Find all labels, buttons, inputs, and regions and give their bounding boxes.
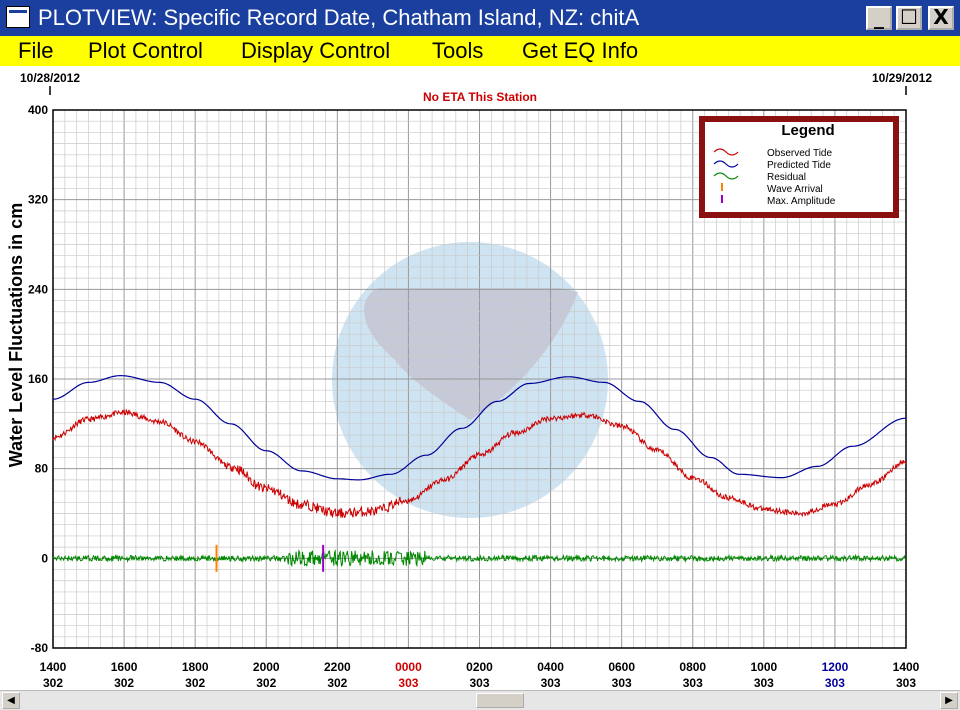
residual-line — [52, 548, 907, 568]
tide-plot: 10/28/2012 10/29/2012 No ETA This Statio… — [6, 71, 932, 690]
y-tick-label: 0 — [41, 551, 48, 565]
legend-panel — [705, 122, 893, 212]
x-tick-day-label: 302 — [43, 676, 63, 690]
x-tick-time-label: 0400 — [537, 660, 564, 674]
y-tick-label: 240 — [28, 282, 48, 296]
x-tick-time-label: 1000 — [750, 660, 777, 674]
menu-tools[interactable]: Tools — [432, 38, 484, 63]
x-tick-day-label: 302 — [256, 676, 276, 690]
y-axis-label: Water Level Fluctuations in cm — [6, 203, 26, 467]
menu-bar: File Plot Control Display Control Tools … — [0, 36, 960, 66]
x-tick-time-label: 1200 — [822, 660, 849, 674]
end-date-label: 10/29/2012 — [872, 71, 932, 85]
menu-display-control[interactable]: Display Control — [241, 38, 391, 63]
start-date-label: 10/28/2012 — [20, 71, 80, 85]
x-tick-day-label: 303 — [896, 676, 916, 690]
y-tick-label: 160 — [28, 372, 48, 386]
legend-item-label: Residual — [767, 172, 806, 183]
x-tick-labels: 1400 302 1600 302 1800 302 2000 302 2200 302 0000 3… — [40, 660, 920, 690]
event-markers — [215, 544, 325, 572]
x-tick-time-label: 2200 — [324, 660, 351, 674]
app-window-icon[interactable] — [6, 6, 30, 28]
x-tick-day-label: 303 — [754, 676, 774, 690]
x-tick-time-label: 2000 — [253, 660, 280, 674]
x-tick-day-label: 303 — [825, 676, 845, 690]
x-tick-day-label: 303 — [398, 676, 418, 690]
x-tick-time-label: 0000 — [395, 660, 422, 674]
y-tick-label: 400 — [28, 103, 48, 117]
x-tick-day-label: 303 — [612, 676, 632, 690]
predicted-tide-line — [52, 374, 907, 481]
x-tick-day-label: 302 — [327, 676, 347, 690]
scroll-right-icon[interactable]: ▶ — [940, 692, 958, 709]
close-button[interactable]: X — [928, 6, 954, 30]
scroll-left-icon[interactable]: ◀ — [2, 692, 20, 709]
x-tick-day-label: 302 — [114, 676, 134, 690]
legend-item-label: Wave Arrival — [767, 184, 823, 195]
noaa-watermark-logo — [332, 242, 608, 518]
horizontal-scrollbar[interactable]: ◀ ▶ — [0, 690, 960, 710]
x-tick-time-label: 1400 — [40, 660, 67, 674]
legend-wave-icon — [713, 172, 739, 180]
legend-wave-icon — [713, 148, 739, 156]
x-tick-day-label: 303 — [469, 676, 489, 690]
x-tick-time-label: 1600 — [111, 660, 138, 674]
y-tick-label: -80 — [31, 641, 49, 655]
y-tick-label: 80 — [35, 462, 49, 476]
observed-tide-line — [52, 408, 907, 519]
legend-item-label: Max. Amplitude — [767, 196, 836, 207]
y-tick-labels: 400 320 240 160 80 0 -80 — [28, 103, 48, 655]
scrollbar-thumb[interactable] — [476, 693, 524, 708]
x-tick-time-label: 0200 — [466, 660, 493, 674]
x-tick-day-label: 303 — [541, 676, 561, 690]
title-bar: PLOTVIEW: Specific Record Date, Chatham … — [0, 0, 960, 36]
tide-series — [52, 374, 907, 568]
minimize-button[interactable]: _ — [866, 6, 892, 30]
x-tick-day-label: 303 — [683, 676, 703, 690]
legend-wave-icon — [713, 160, 739, 168]
menu-plot-control[interactable]: Plot Control — [88, 38, 203, 63]
eta-status: No ETA This Station — [423, 90, 537, 104]
maximize-button[interactable]: ☐ — [896, 6, 922, 30]
legend-item-label: Predicted Tide — [767, 160, 831, 171]
x-tick-day-label: 302 — [185, 676, 205, 690]
x-tick-time-label: 0600 — [608, 660, 635, 674]
x-tick-time-label: 0800 — [679, 660, 706, 674]
x-tick-time-label: 1800 — [182, 660, 209, 674]
y-tick-label: 320 — [28, 193, 48, 207]
window-title: PLOTVIEW: Specific Record Date, Chatham … — [38, 5, 640, 30]
legend-title: Legend — [781, 122, 834, 139]
x-tick-time-label: 1400 — [893, 660, 920, 674]
legend-item-label: Observed Tide — [767, 148, 832, 159]
menu-get-eq-info[interactable]: Get EQ Info — [522, 38, 639, 63]
plot-frame — [52, 109, 907, 649]
menu-file[interactable]: File — [18, 38, 54, 63]
